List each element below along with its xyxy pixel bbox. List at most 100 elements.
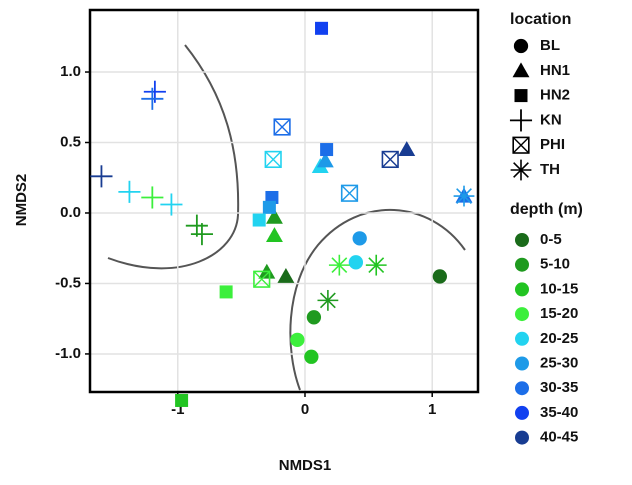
- point: [453, 185, 475, 207]
- point: [141, 87, 164, 110]
- point: [317, 289, 339, 311]
- point: [141, 186, 164, 209]
- legend-label: 5-10: [540, 256, 570, 273]
- marker-shape: [319, 292, 336, 309]
- x-tick-label: 1: [428, 401, 436, 418]
- marker-shape: [513, 162, 529, 178]
- point: [320, 143, 334, 157]
- legend-swatch: [515, 257, 529, 272]
- legend-swatch: [515, 282, 529, 297]
- x-tick-label: 0: [301, 401, 309, 418]
- legend-swatch: [515, 331, 529, 346]
- point: [266, 208, 283, 224]
- legend-swatch: [515, 405, 529, 420]
- point: [265, 190, 279, 204]
- point: [365, 254, 387, 276]
- legend-symbol: [512, 136, 530, 154]
- point: [340, 184, 359, 202]
- legend-swatch: [515, 233, 529, 247]
- x-axis-label: NMDS1: [279, 457, 332, 474]
- marker-shape: [265, 190, 279, 204]
- marker-shape: [512, 136, 530, 154]
- point: [432, 269, 447, 284]
- point: [219, 285, 233, 299]
- point: [315, 21, 329, 35]
- point: [306, 310, 322, 325]
- marker-shape: [264, 150, 282, 169]
- legend-label: HN1: [540, 62, 570, 79]
- grid: [90, 10, 478, 392]
- cluster-curve: [289, 208, 466, 391]
- point: [304, 349, 319, 364]
- y-tick-label: 0.5: [60, 133, 81, 150]
- marker-shape: [253, 270, 271, 288]
- marker-shape: [398, 141, 416, 157]
- point: [160, 193, 183, 216]
- legend-label: PHI: [540, 136, 565, 153]
- point: [185, 214, 208, 237]
- legend-symbol: [510, 159, 532, 181]
- legend-title: location: [510, 11, 571, 28]
- marker-shape: [512, 62, 530, 78]
- marker-shape: [381, 150, 399, 169]
- marker-shape: [253, 270, 271, 288]
- marker-shape: [175, 393, 189, 407]
- y-axis-label: NMDS2: [13, 174, 30, 227]
- marker-shape: [514, 89, 528, 103]
- legend-label: HN2: [540, 87, 570, 104]
- marker-shape: [456, 188, 472, 204]
- marker-shape: [306, 310, 322, 325]
- marker-shape: [352, 231, 367, 246]
- legend-label: 20-25: [540, 330, 578, 347]
- y-tick-label: 1.0: [60, 63, 81, 80]
- plot-frame: [88, 8, 480, 394]
- legend-swatch: [515, 430, 529, 445]
- point: [190, 223, 213, 246]
- marker-shape: [304, 349, 319, 364]
- marker-shape: [331, 257, 348, 274]
- legend-label: 0-5: [540, 231, 562, 248]
- marker-shape: [266, 227, 283, 243]
- marker-shape: [432, 269, 447, 284]
- point: [266, 227, 283, 243]
- marker-shape: [316, 152, 334, 168]
- marker-shape: [252, 213, 266, 227]
- y-tick-label: -1.0: [55, 345, 81, 362]
- point: [328, 254, 350, 276]
- legend-label: BL: [540, 37, 560, 54]
- marker-shape: [277, 267, 295, 283]
- cluster-curve: [107, 44, 240, 270]
- marker-shape: [273, 118, 291, 136]
- point: [90, 165, 113, 188]
- legend-label: KN: [540, 111, 562, 128]
- point: [381, 150, 399, 169]
- legend-symbol: [512, 62, 530, 78]
- marker-shape: [513, 38, 529, 54]
- point: [316, 152, 334, 168]
- marker-shape: [512, 136, 530, 154]
- legend-label: TH: [540, 161, 560, 178]
- marker-shape: [290, 332, 305, 347]
- marker-shape: [273, 118, 291, 136]
- legend-symbol: [514, 89, 528, 103]
- point: [118, 180, 141, 203]
- marker-shape: [320, 143, 334, 157]
- marker-shape: [315, 21, 329, 35]
- marker-shape: [381, 151, 399, 168]
- legend-title: depth (m): [510, 201, 583, 218]
- legend-label: 25-30: [540, 354, 578, 371]
- legend-symbol: [509, 109, 533, 132]
- marker-shape: [266, 208, 283, 224]
- marker-shape: [341, 184, 358, 202]
- marker-shape: [340, 184, 359, 202]
- legend-swatch: [515, 307, 529, 322]
- marker-shape: [368, 257, 385, 274]
- point: [252, 213, 266, 227]
- marker-shape: [262, 200, 276, 214]
- point: [264, 150, 282, 169]
- point: [290, 332, 305, 347]
- legend-label: 10-15: [540, 280, 578, 297]
- y-tick-label: 0.0: [60, 204, 81, 221]
- point: [352, 231, 367, 246]
